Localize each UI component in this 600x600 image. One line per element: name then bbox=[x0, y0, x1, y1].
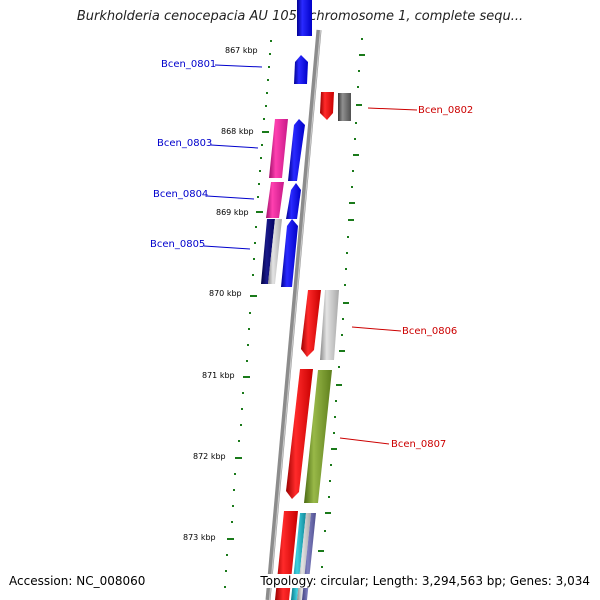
gene-bcen-0804[interactable] bbox=[286, 183, 301, 219]
scale-label-872: 872 kbp bbox=[193, 452, 226, 461]
accession-value: NC_008060 bbox=[76, 574, 146, 588]
accession-info: Accession: NC_008060 bbox=[9, 574, 145, 588]
gene-bcen-0807[interactable] bbox=[286, 369, 313, 499]
gene-bcen-0804-a[interactable] bbox=[266, 182, 284, 218]
gene-label-bcen-0806[interactable]: Bcen_0806 bbox=[402, 326, 457, 337]
gene-bcen-0801[interactable] bbox=[294, 55, 308, 84]
gene-bcen-0806[interactable] bbox=[301, 290, 321, 357]
gene-top-stub[interactable] bbox=[297, 0, 312, 36]
scale-label-869: 869 kbp bbox=[216, 208, 249, 217]
genome-summary: Topology: circular; Length: 3,294,563 bp… bbox=[258, 574, 590, 588]
gene-bcen-0805-b[interactable] bbox=[268, 219, 282, 284]
gene-label-bcen-0807[interactable]: Bcen_0807 bbox=[391, 439, 446, 450]
gene-bcen-0807-homolog[interactable] bbox=[304, 370, 332, 503]
scale-ticks-left bbox=[224, 40, 272, 588]
gene-bcen-0805[interactable] bbox=[281, 219, 298, 287]
label-connectors-left bbox=[203, 64, 263, 250]
gene-bcen-0803-a[interactable] bbox=[269, 119, 288, 178]
gene-label-bcen-0805[interactable]: Bcen_0805 bbox=[150, 239, 205, 250]
scale-label-871: 871 kbp bbox=[202, 371, 235, 380]
gene-bcen-0805-a[interactable] bbox=[261, 219, 275, 284]
scale-label-867: 867 kbp bbox=[225, 46, 258, 55]
gene-label-bcen-0803[interactable]: Bcen_0803 bbox=[157, 138, 212, 149]
label-connectors-right bbox=[339, 107, 418, 445]
gene-label-bcen-0804[interactable]: Bcen_0804 bbox=[153, 189, 208, 200]
gene-label-bcen-0802[interactable]: Bcen_0802 bbox=[418, 105, 473, 116]
gene-bcen-0806-homolog[interactable] bbox=[320, 290, 339, 360]
gene-label-bcen-0801[interactable]: Bcen_0801 bbox=[161, 59, 216, 70]
accession-label: Accession: bbox=[9, 574, 73, 588]
scale-label-873: 873 kbp bbox=[183, 533, 216, 542]
gene-bcen-0803[interactable] bbox=[288, 119, 305, 181]
chromosome-backbone bbox=[265, 29, 322, 600]
gene-bcen-0802[interactable] bbox=[320, 92, 334, 120]
chromosome-backbone-highlight bbox=[268, 29, 322, 600]
scale-label-868: 868 kbp bbox=[221, 127, 254, 136]
gene-bcen-0802-homolog[interactable] bbox=[338, 93, 351, 121]
scale-ticks-right bbox=[318, 38, 365, 584]
scale-label-870: 870 kbp bbox=[209, 289, 242, 298]
